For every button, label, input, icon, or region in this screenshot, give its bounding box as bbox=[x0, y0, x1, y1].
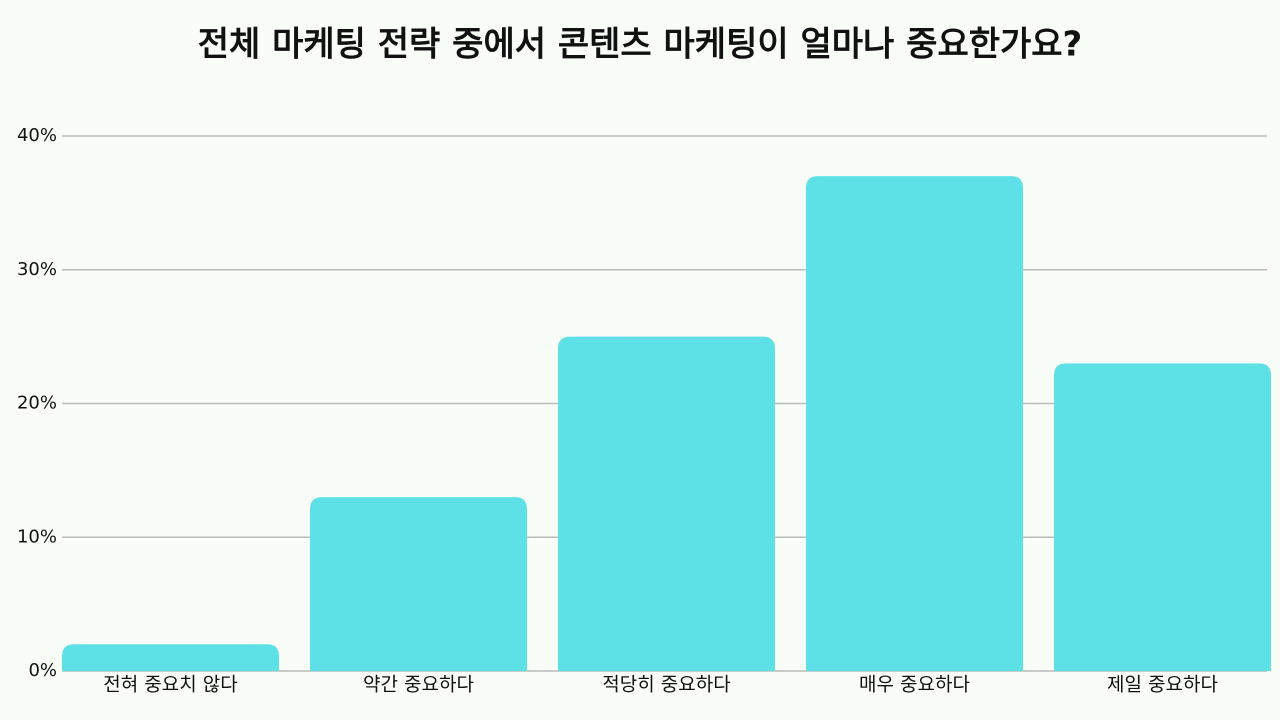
y-tick-label: 0% bbox=[28, 660, 57, 681]
bar bbox=[1054, 363, 1271, 671]
chart-title: 전체 마케팅 전략 중에서 콘텐츠 마케팅이 얼마나 중요한가요? bbox=[198, 25, 1083, 65]
bar bbox=[558, 336, 775, 671]
x-tick-label: 적당히 중요하다 bbox=[602, 674, 730, 696]
y-tick-label: 40% bbox=[17, 125, 57, 146]
y-tick-label: 10% bbox=[17, 526, 57, 547]
x-tick-label: 약간 중요하다 bbox=[363, 674, 474, 696]
bar bbox=[310, 497, 527, 671]
y-tick-label: 30% bbox=[17, 259, 57, 280]
bar bbox=[806, 176, 1023, 671]
y-tick-label: 20% bbox=[17, 393, 57, 414]
x-tick-label: 매우 중요하다 bbox=[859, 674, 970, 696]
x-tick-label: 제일 중요하다 bbox=[1107, 674, 1218, 696]
x-tick-label: 전혀 중요치 않다 bbox=[103, 674, 237, 696]
bar bbox=[62, 644, 279, 671]
